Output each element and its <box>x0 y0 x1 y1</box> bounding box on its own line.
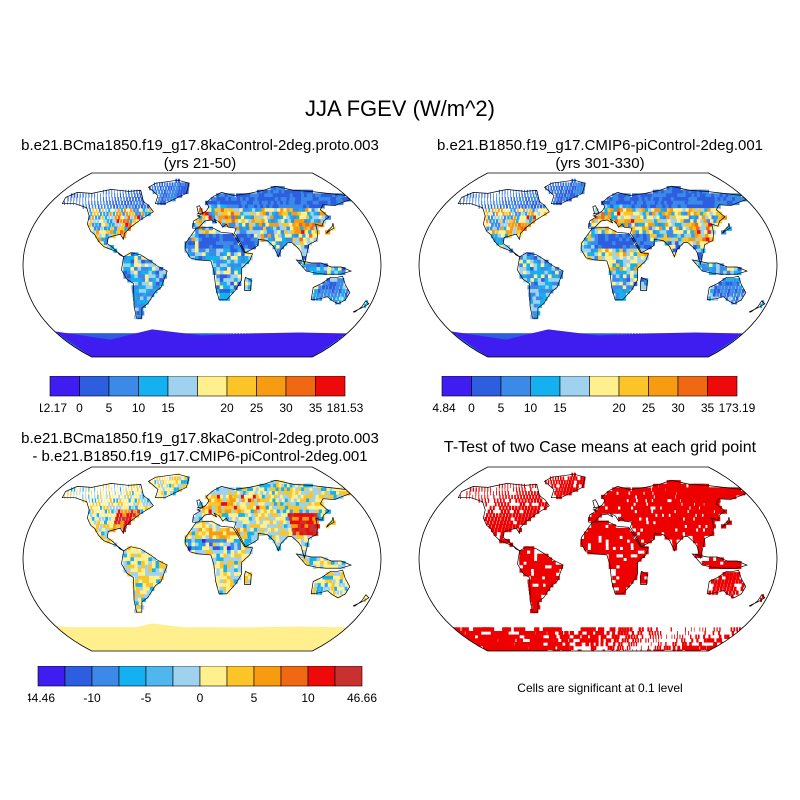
colorbar-tick-label: 10 <box>301 691 315 705</box>
colorbar-tick-label: 30 <box>671 401 685 415</box>
colorbar-case2: -4.84 0 5 10 15 20 25 30 35 173.19 <box>432 376 756 415</box>
colorbar-swatch <box>138 376 169 397</box>
colorbar-swatch <box>145 666 174 687</box>
figure-title: JJA FGEV (W/m^2) <box>305 96 495 121</box>
colorbar-tick-label: 15 <box>161 401 175 415</box>
colorbar-swatch <box>172 666 201 687</box>
panel-title-case1: b.e21.BCma1850.f19_g17.8kaControl-2deg.p… <box>0 137 400 173</box>
colorbar-swatch <box>334 666 363 687</box>
colorbar-swatch <box>280 666 309 687</box>
colorbar-swatch <box>167 376 198 397</box>
colorbar-tick-label: 0 <box>76 401 83 415</box>
colorbar-tick-label: 0 <box>197 691 204 705</box>
colorbar-diff: -44.46 -10 -5 0 5 10 46.66 <box>28 666 377 705</box>
colorbar-tick-label: 15 <box>553 401 567 415</box>
significance-note: Cells are significant at 0.1 level <box>517 681 683 695</box>
colorbar-tick-label: 5 <box>106 401 113 415</box>
colorbar-tick-label: -44.46 <box>28 691 55 705</box>
colorbar-swatch <box>589 376 620 397</box>
colorbar-tick-label: 20 <box>612 401 626 415</box>
panel-title-diff-line2: - b.e21.B1850.f19_g17.CMIP6-piControl-2d… <box>32 448 368 465</box>
colorbar-swatch <box>226 376 257 397</box>
colorbar-swatch <box>108 376 139 397</box>
colorbar-tick-label: 35 <box>701 401 715 415</box>
colorbar-tick-label: -12.17 <box>40 401 67 415</box>
colorbar-swatch <box>199 666 228 687</box>
colorbar-swatch <box>256 376 287 397</box>
colorbar-swatch <box>471 376 502 397</box>
colorbar-swatch <box>500 376 531 397</box>
colorbar-case1: -12.17 0 5 10 15 20 25 30 35 181.53 <box>40 376 364 415</box>
colorbar-tick-label: 30 <box>279 401 293 415</box>
colorbar-swatch <box>79 376 110 397</box>
colorbar-swatch <box>197 376 228 397</box>
panel-title-diff-line1: b.e21.BCma1850.f19_g17.8kaControl-2deg.p… <box>21 430 379 447</box>
panel-title-ttest: T-Test of two Case means at each grid po… <box>400 439 800 457</box>
colorbar-tick-label: 181.53 <box>327 401 364 415</box>
panel-title-case2-line2: (yrs 301-330) <box>555 155 645 172</box>
colorbar-tick-label: 10 <box>524 401 538 415</box>
colorbar-swatch <box>118 666 147 687</box>
colorbar-swatch <box>707 376 738 397</box>
panel-title-case1-line2: (yrs 21-50) <box>163 155 237 172</box>
colorbar-swatch <box>226 666 255 687</box>
colorbar-swatch <box>91 666 120 687</box>
colorbar-tick-label: 35 <box>309 401 323 415</box>
colorbar-swatch <box>648 376 679 397</box>
colorbar-tick-label: 20 <box>220 401 234 415</box>
colorbar-tick-label: 0 <box>468 401 475 415</box>
colorbar-swatch <box>307 666 336 687</box>
panel-title-diff: b.e21.BCma1850.f19_g17.8kaControl-2deg.p… <box>0 430 400 466</box>
panel-title-case1-line1: b.e21.BCma1850.f19_g17.8kaControl-2deg.p… <box>21 137 379 154</box>
panel-title-case2: b.e21.B1850.f19_g17.CMIP6-piControl-2deg… <box>400 137 800 173</box>
colorbar-swatch <box>441 376 472 397</box>
map-ttest <box>418 466 778 652</box>
panel-title-case2-line1: b.e21.B1850.f19_g17.CMIP6-piControl-2deg… <box>436 137 764 154</box>
colorbar-swatch <box>618 376 649 397</box>
colorbar-tick-label: 25 <box>642 401 656 415</box>
colorbar-swatch <box>677 376 708 397</box>
colorbar-swatch <box>530 376 561 397</box>
colorbar-tick-label: 173.19 <box>719 401 756 415</box>
panel-title-ttest-line1: T-Test of two Case means at each grid po… <box>443 439 757 456</box>
colorbar-tick-label: 5 <box>498 401 505 415</box>
colorbar-tick-label: 46.66 <box>347 691 377 705</box>
colorbar-swatch <box>285 376 316 397</box>
colorbar-tick-label: -5 <box>141 691 152 705</box>
colorbar-swatch <box>559 376 590 397</box>
colorbar-tick-label: -4.84 <box>432 401 456 415</box>
map-diff <box>22 466 382 652</box>
map-case2 <box>418 172 778 358</box>
map-case1 <box>22 172 382 358</box>
colorbar-swatch <box>64 666 93 687</box>
colorbar-swatch <box>315 376 346 397</box>
colorbar-tick-label: 10 <box>132 401 146 415</box>
colorbar-swatch <box>37 666 66 687</box>
colorbar-tick-label: -10 <box>83 691 101 705</box>
colorbar-tick-label: 25 <box>250 401 264 415</box>
colorbar-swatch <box>49 376 80 397</box>
colorbar-tick-label: 5 <box>251 691 258 705</box>
colorbar-swatch <box>253 666 282 687</box>
